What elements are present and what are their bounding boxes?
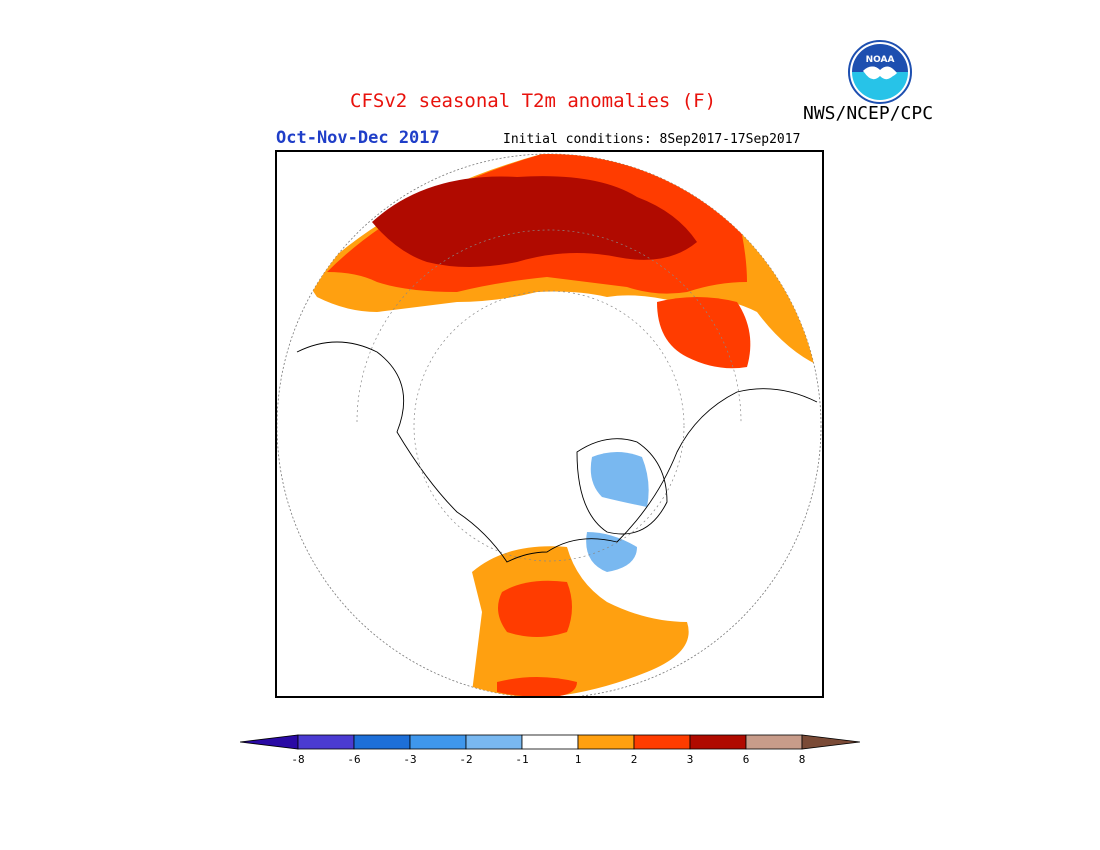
anomaly-region-blue-canada <box>586 532 637 572</box>
colorbar-tick-label: -1 <box>515 753 529 766</box>
colorbar-tick-label: -3 <box>403 753 417 766</box>
colorbar-swatch <box>353 734 411 750</box>
colorbar-swatch <box>633 734 691 750</box>
anomaly-region-blue-greenland <box>590 452 649 507</box>
colorbar-tick-label: -6 <box>347 753 361 766</box>
polar-map-canvas <box>277 153 822 696</box>
anomaly-region-red-namerica <box>498 580 572 637</box>
noaa-logo: NOAA <box>848 40 912 104</box>
map-title: CFSv2 seasonal T2m anomalies (F) <box>350 90 717 112</box>
colorbar-tick-label: -2 <box>459 753 473 766</box>
colorbar-tick-label: 6 <box>742 753 750 766</box>
latitude-line <box>356 229 742 423</box>
colorbar-tick-label: 8 <box>798 753 806 766</box>
anomaly-region-red-south <box>497 677 577 696</box>
agency-label: NWS/NCEP/CPC <box>803 103 934 124</box>
colorbar-tick-label: 2 <box>630 753 638 766</box>
colorbar-swatch <box>409 734 467 750</box>
colorbar-tick-label: 1 <box>574 753 582 766</box>
colorbar-arrow-low <box>239 734 299 750</box>
anomaly-region-darkred-core <box>372 176 697 267</box>
colorbar-arrow-high <box>801 734 861 750</box>
colorbar-canvas <box>239 734 861 750</box>
colorbar-tick-label: 3 <box>686 753 694 766</box>
colorbar-swatch <box>689 734 747 750</box>
polar-map <box>275 150 824 698</box>
coastline <box>296 341 818 563</box>
colorbar-swatch <box>465 734 523 750</box>
latitude-circle <box>413 290 685 562</box>
coastline-greenland <box>576 438 668 535</box>
colorbar-swatch <box>745 734 803 750</box>
colorbar-swatch <box>297 734 355 750</box>
colorbar-swatch <box>521 734 579 750</box>
colorbar-swatch <box>577 734 635 750</box>
svg-text:NOAA: NOAA <box>866 55 895 65</box>
initial-conditions-label: Initial conditions: 8Sep2017-17Sep2017 <box>503 132 801 147</box>
anomaly-region-red-east <box>657 297 751 369</box>
colorbar-tick-label: -8 <box>291 753 305 766</box>
season-label: Oct-Nov-Dec 2017 <box>276 128 440 148</box>
colorbar <box>239 732 861 772</box>
